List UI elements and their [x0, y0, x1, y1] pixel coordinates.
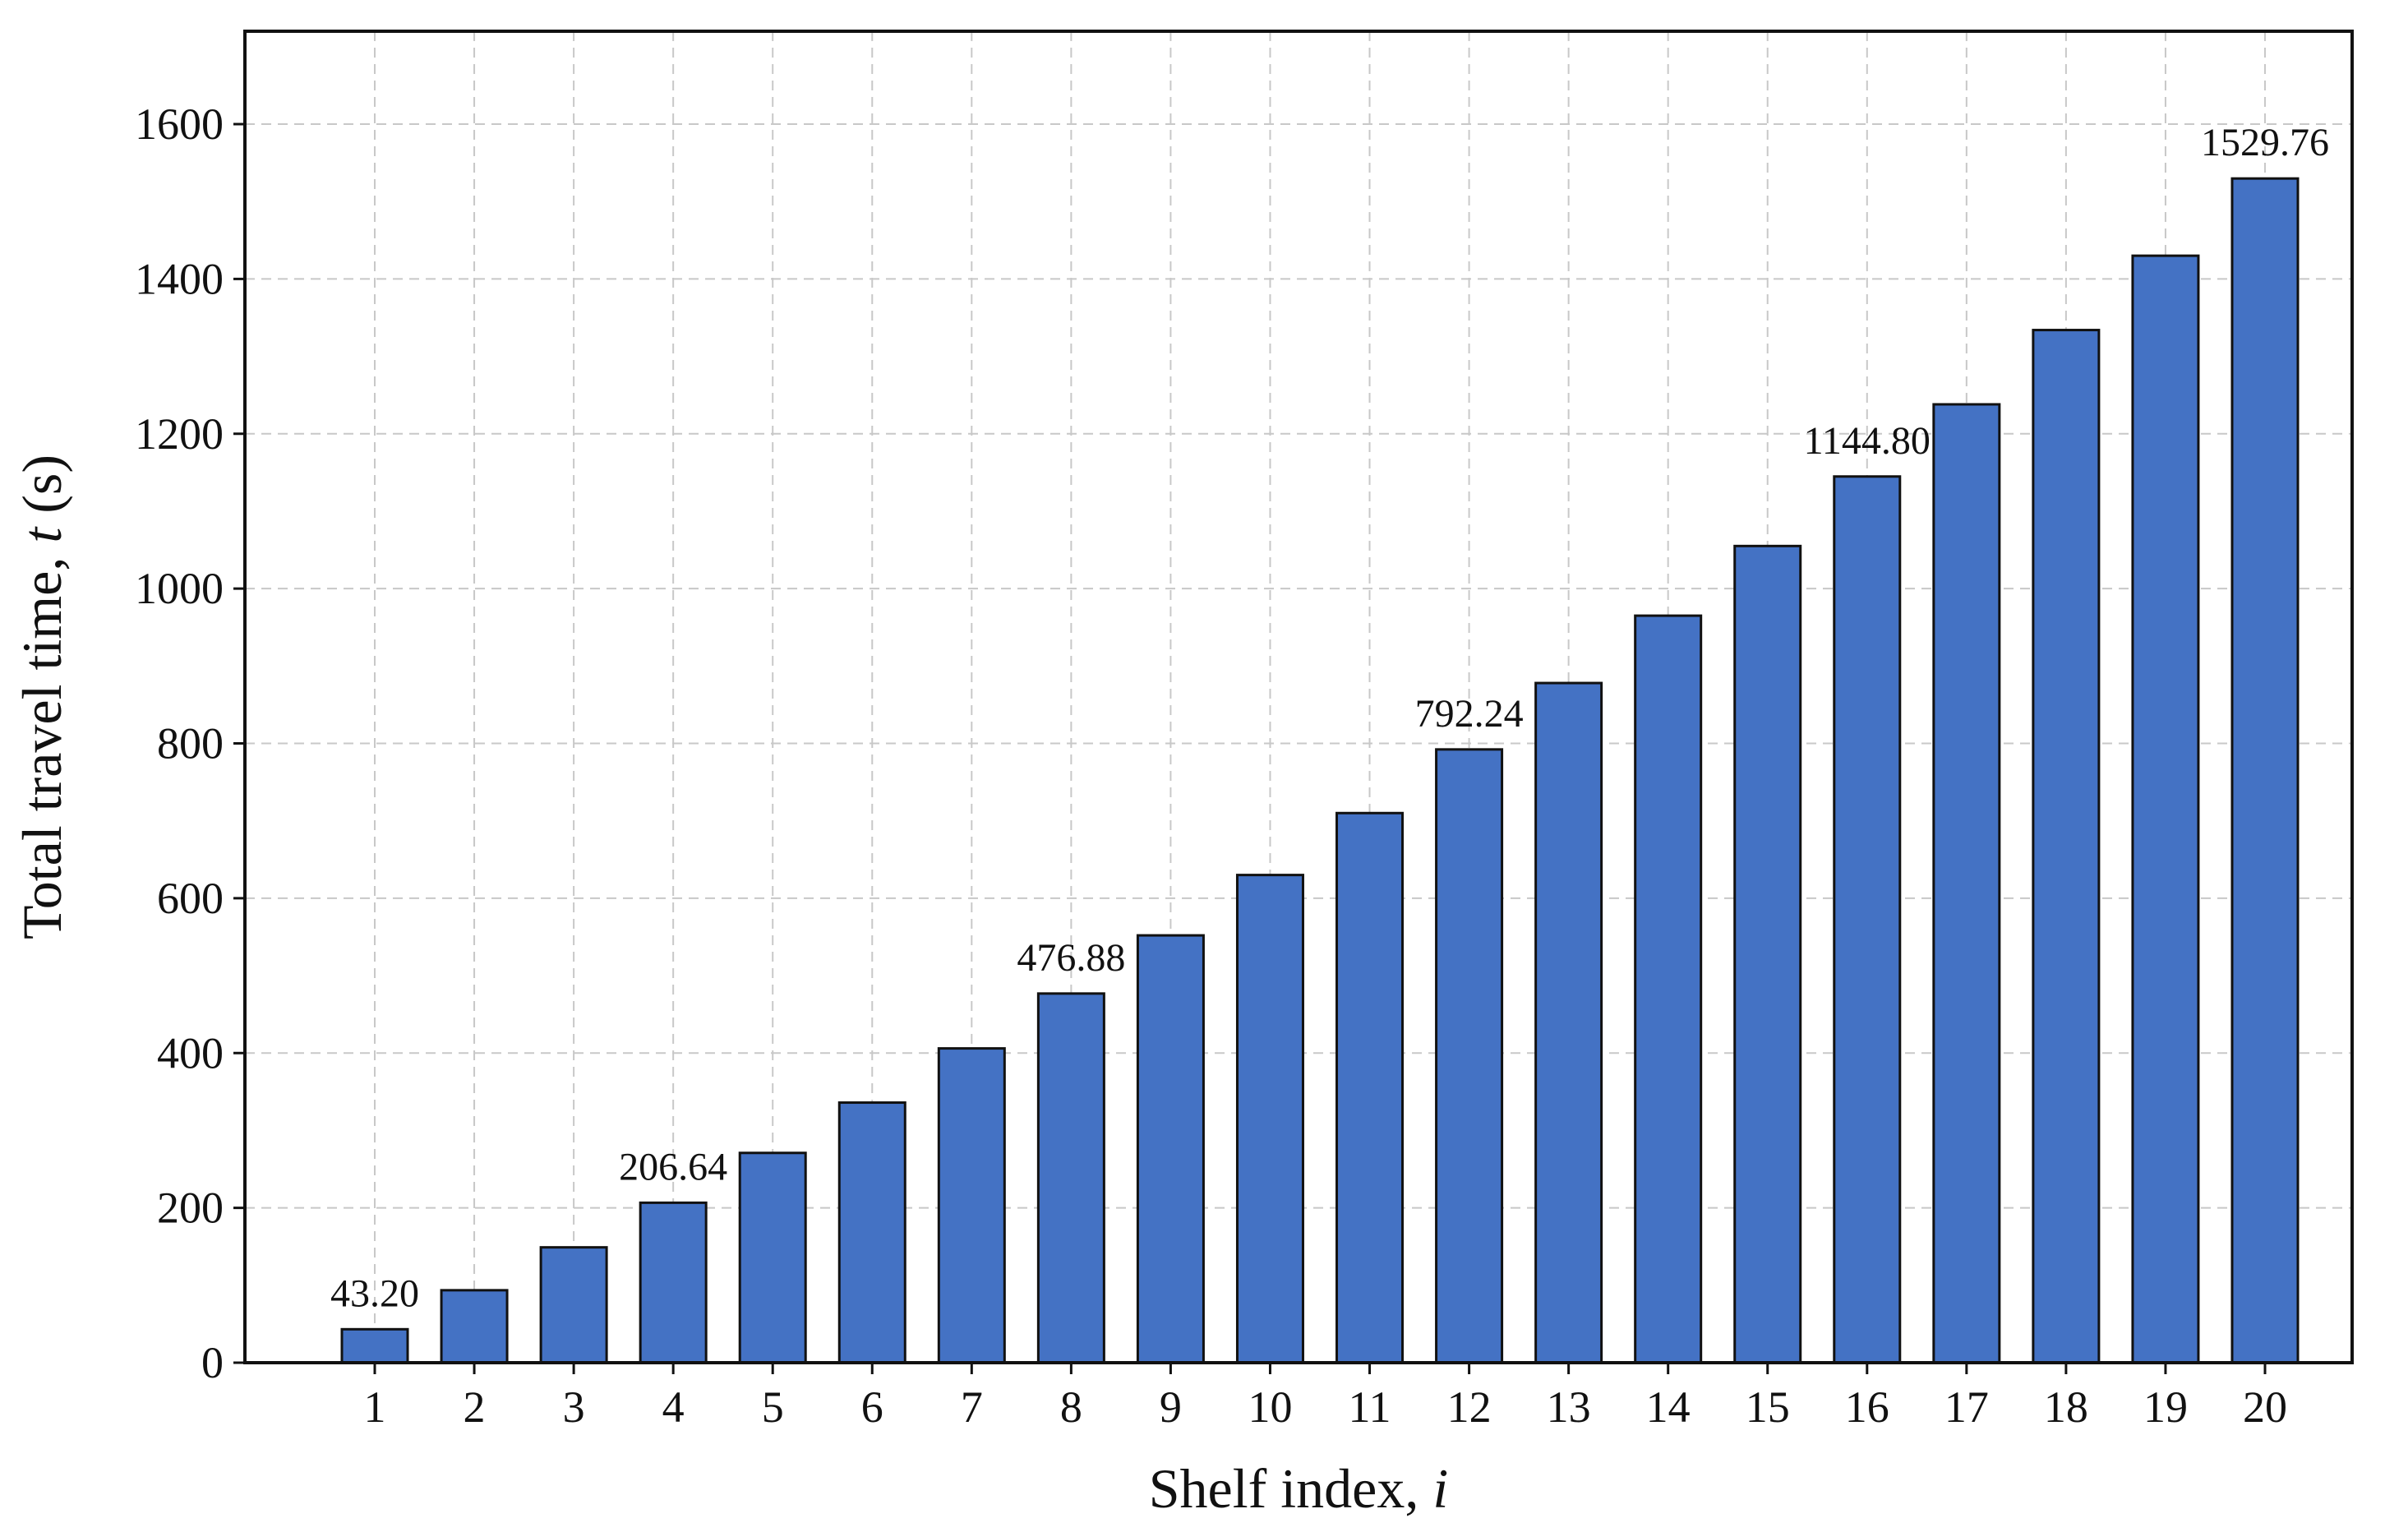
bar-shelf-14: [1634, 614, 1703, 1364]
y-tick-label: 1400: [135, 254, 224, 303]
x-tick-label: 2: [464, 1382, 486, 1432]
bars-group: [340, 177, 2300, 1364]
y-axis-title-variable: t: [11, 526, 73, 543]
bar-shelf-12: [1435, 748, 1504, 1364]
x-tick-label: 4: [662, 1382, 685, 1432]
x-tick-label: 5: [762, 1382, 784, 1432]
x-tick-label: 20: [2243, 1382, 2287, 1432]
x-tick-label: 6: [861, 1382, 883, 1432]
x-tick-label: 17: [1944, 1382, 1989, 1432]
y-axis-title-text: Total travel time,: [11, 543, 73, 939]
x-tick-label: 7: [961, 1382, 983, 1432]
bar-shelf-20: [2230, 177, 2300, 1364]
bar-shelf-16: [1833, 475, 1902, 1364]
bar-shelf-4: [639, 1201, 708, 1364]
bar-shelf-19: [2131, 254, 2200, 1364]
x-tick-label: 13: [1547, 1382, 1591, 1432]
y-axis-title: Total travel time, t (s): [11, 455, 73, 939]
bar-shelf-7: [937, 1047, 1006, 1364]
data-label-shelf-16: 1144.80: [1804, 419, 1931, 463]
x-tick-label: 14: [1646, 1382, 1691, 1432]
data-label-shelf-4: 206.64: [619, 1145, 727, 1188]
bar-shelf-8: [1036, 992, 1105, 1364]
bar-shelf-17: [1932, 403, 2001, 1364]
y-axis-ticks: 0 200 400 600 800 1000 1200 1400 1600: [135, 99, 245, 1387]
bar-shelf-1: [340, 1327, 409, 1364]
bar-shelf-18: [2032, 329, 2101, 1364]
x-tick-label: 15: [1746, 1382, 1790, 1432]
x-tick-label: 11: [1349, 1382, 1391, 1432]
x-axis-title: Shelf index, i: [1149, 1457, 1449, 1520]
bar-shelf-9: [1136, 934, 1205, 1364]
y-tick-label: 1200: [135, 409, 224, 459]
bar-shelf-6: [837, 1101, 906, 1364]
bar-shelf-5: [738, 1151, 807, 1364]
x-tick-label: 10: [1248, 1382, 1292, 1432]
x-axis-ticks: 1 2 3 4 5 6 7 8 9 10 11 12 13 14 15 16 17 18 19 20: [364, 1363, 2287, 1432]
bar-shelf-15: [1733, 544, 1802, 1364]
x-tick-label: 8: [1060, 1382, 1082, 1432]
data-label-shelf-12: 792.24: [1415, 692, 1524, 736]
bar-shelf-3: [539, 1246, 608, 1364]
y-tick-label: 800: [157, 719, 224, 768]
data-label-shelf-8: 476.88: [1017, 936, 1125, 980]
bar-shelf-11: [1335, 811, 1405, 1364]
x-tick-label: 9: [1160, 1382, 1182, 1432]
plot-frame: [243, 30, 2354, 1364]
x-tick-label: 16: [1845, 1382, 1889, 1432]
y-tick-label: 400: [157, 1028, 224, 1077]
y-tick-label: 0: [201, 1338, 224, 1387]
x-tick-label: 19: [2143, 1382, 2188, 1432]
y-tick-label: 1000: [135, 564, 224, 613]
x-axis-title-text: Shelf index,: [1149, 1457, 1433, 1520]
bar-shelf-10: [1235, 874, 1304, 1364]
data-label-shelf-1: 43.20: [330, 1271, 419, 1315]
x-axis-title-variable: i: [1432, 1457, 1448, 1520]
bar-shelf-13: [1534, 681, 1603, 1364]
x-tick-label: 18: [2044, 1382, 2088, 1432]
data-labels-group: 43.20 206.64 476.88 792.24 1144.80 1529.76: [330, 121, 2329, 1315]
y-tick-label: 200: [157, 1184, 224, 1233]
x-tick-label: 1: [364, 1382, 386, 1432]
y-tick-label: 1600: [135, 99, 224, 149]
bar-shelf-2: [440, 1289, 509, 1364]
y-tick-label: 600: [157, 874, 224, 923]
x-tick-label: 12: [1447, 1382, 1492, 1432]
x-tick-label: 3: [563, 1382, 585, 1432]
y-axis-title-unit: (s): [11, 455, 73, 528]
data-label-shelf-20: 1529.76: [2201, 121, 2329, 164]
